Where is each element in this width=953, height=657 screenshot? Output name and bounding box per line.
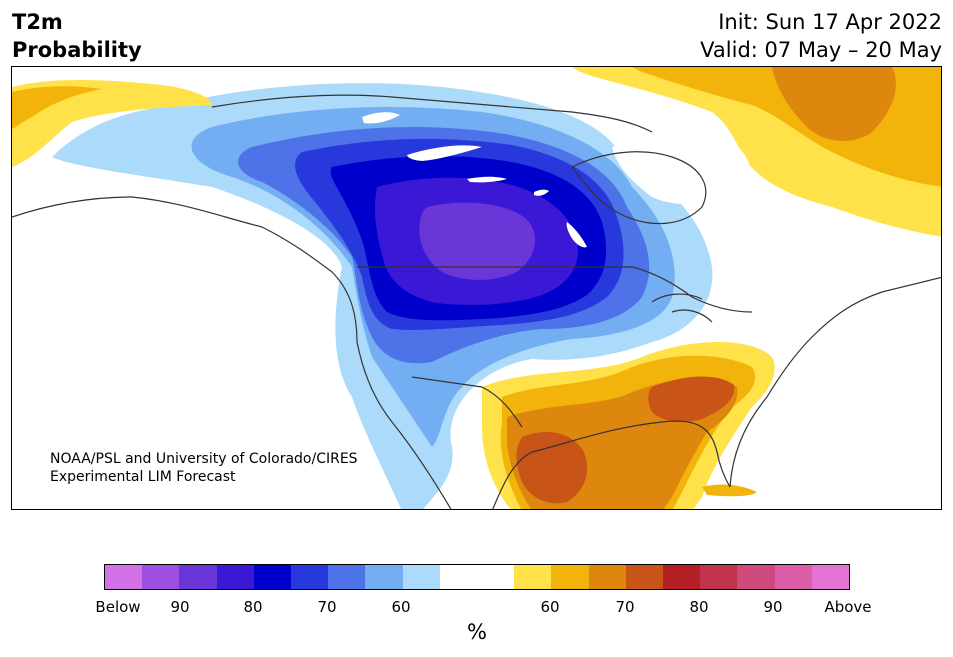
colorbar-segment [625,565,664,589]
west-coast [12,196,452,509]
above-normal-regions [12,67,941,509]
colorbar-segment [179,565,217,589]
colorbar-segment [142,565,180,589]
colorbar-segment [811,565,850,589]
colorbar-tick-label: 60 [540,598,560,616]
mexico-above-75 [516,432,588,504]
title-line-2: Probability [12,38,142,62]
colorbar-tick-label: 70 [317,598,337,616]
alaska-above-65 [12,86,102,129]
valid-date: Valid: 07 May – 20 May [700,38,942,62]
below-90-contour [419,202,536,280]
colorbar-unit: % [467,620,487,644]
colorbar-segment [365,565,403,589]
arctic-lake [362,112,400,124]
colorbar-segment [774,565,812,589]
colorbar-segment [402,565,440,589]
colorbar-segment [700,565,738,589]
colorbar-tick-label: 90 [763,598,783,616]
colorbar-segment [105,565,143,589]
init-date: Init: Sun 17 Apr 2022 [718,10,942,34]
cuba-above-65 [702,484,757,497]
colorbar-tick-label: 80 [689,598,709,616]
probability-colorbar [104,564,850,590]
colorbar-tick-label: 90 [170,598,190,616]
great-bear-lake [407,145,482,161]
colorbar-segment [328,565,366,589]
us-mexico-border [411,376,523,428]
arctic-coast [211,94,653,133]
coastlines [12,94,941,509]
colorbar-segment [514,565,552,589]
forecast-map: NOAA/PSL and University of Colorado/CIRE… [11,66,942,510]
gulf-coast [492,420,731,509]
greenland-above-70 [772,67,896,142]
probability-map-svg [12,67,941,509]
colorbar-segment [551,565,589,589]
colorbar-segment [439,565,478,589]
great-lakes [651,293,713,323]
us-canada-border [357,266,753,313]
alaska-above-60 [12,80,212,167]
colorbar-segment [291,565,329,589]
colorbar-segment [477,565,515,589]
lake-winnipeg [566,222,587,248]
colorbar-tick-label: Above [824,598,872,616]
hudson-bay [571,151,707,225]
colorbar-tick-labels: Below 90 80 70 60 60 70 80 90 Above [0,598,953,618]
credit-line-2: Experimental LIM Forecast [50,469,236,485]
colorbar-segment [588,565,626,589]
colorbar-segment [737,565,775,589]
hudson-bay-white [612,136,751,205]
below-normal-region [52,83,713,509]
colorbar-segment [216,565,254,589]
credit-line-1: NOAA/PSL and University of Colorado/CIRE… [50,451,358,467]
colorbar-tick-label: Below [95,598,141,616]
colorbar-segment [253,565,292,589]
map-title: T2m Probability [12,8,142,64]
lake-athabasca [534,189,549,196]
se-us-above-75 [648,376,735,423]
colorbar-segment [663,565,701,589]
forecast-credit: NOAA/PSL and University of Colorado/CIRE… [50,450,358,486]
colorbar-tick-label: 60 [391,598,411,616]
title-line-1: T2m [12,10,63,34]
east-coast [729,276,941,488]
great-slave-lake [467,176,507,183]
colorbar-tick-label: 80 [243,598,263,616]
forecast-dates: Init: Sun 17 Apr 2022 Valid: 07 May – 20… [700,8,942,64]
colorbar-tick-label: 70 [615,598,635,616]
